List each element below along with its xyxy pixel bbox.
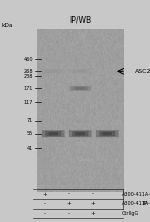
FancyBboxPatch shape <box>76 132 85 135</box>
FancyBboxPatch shape <box>46 70 61 73</box>
FancyBboxPatch shape <box>73 86 88 90</box>
FancyBboxPatch shape <box>72 131 88 136</box>
FancyBboxPatch shape <box>76 120 84 122</box>
Text: 71: 71 <box>27 118 33 123</box>
Text: 460: 460 <box>23 57 33 62</box>
Text: -: - <box>44 201 46 206</box>
Text: +: + <box>91 211 95 216</box>
Text: 41: 41 <box>27 146 33 151</box>
Text: A300-411A-1: A300-411A-1 <box>122 192 150 197</box>
FancyBboxPatch shape <box>69 69 91 73</box>
Text: 55: 55 <box>27 131 33 136</box>
FancyBboxPatch shape <box>70 119 90 123</box>
Text: -: - <box>68 192 70 197</box>
FancyBboxPatch shape <box>96 130 119 137</box>
FancyBboxPatch shape <box>73 70 88 73</box>
FancyBboxPatch shape <box>99 131 115 136</box>
Text: A300-411A-2: A300-411A-2 <box>122 201 150 206</box>
Text: -: - <box>92 192 94 197</box>
FancyBboxPatch shape <box>73 119 87 122</box>
Text: IP: IP <box>143 201 148 206</box>
FancyBboxPatch shape <box>69 86 91 91</box>
FancyBboxPatch shape <box>42 130 65 137</box>
FancyBboxPatch shape <box>49 70 58 72</box>
FancyBboxPatch shape <box>49 132 58 135</box>
Text: +: + <box>43 192 47 197</box>
FancyBboxPatch shape <box>103 132 112 135</box>
Text: -: - <box>68 211 70 216</box>
Text: CtrlIgG: CtrlIgG <box>122 211 140 216</box>
FancyBboxPatch shape <box>76 87 85 89</box>
Text: ASC2: ASC2 <box>135 69 150 74</box>
Text: 268: 268 <box>23 69 33 74</box>
FancyBboxPatch shape <box>76 70 85 72</box>
Text: 238: 238 <box>24 74 33 79</box>
FancyBboxPatch shape <box>69 130 92 137</box>
FancyBboxPatch shape <box>45 131 61 136</box>
Text: +: + <box>91 201 95 206</box>
Text: 117: 117 <box>24 100 33 105</box>
Text: +: + <box>67 201 71 206</box>
FancyBboxPatch shape <box>42 69 64 73</box>
Text: 171: 171 <box>24 86 33 91</box>
Text: kDa: kDa <box>2 23 13 28</box>
Text: IP/WB: IP/WB <box>69 15 91 24</box>
Text: Casy: Casy <box>76 157 92 162</box>
Text: -: - <box>44 211 46 216</box>
